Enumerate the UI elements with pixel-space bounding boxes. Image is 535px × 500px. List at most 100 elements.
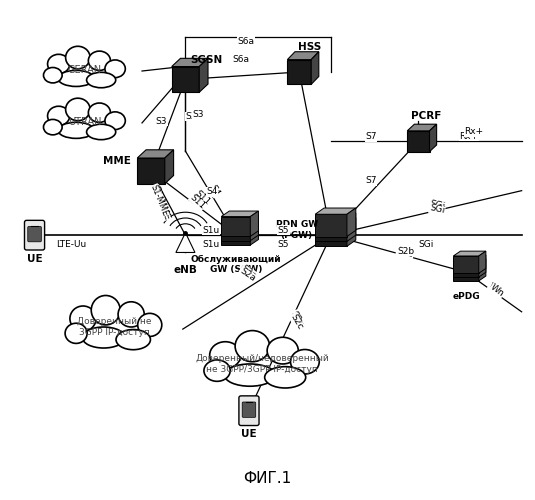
Text: eNB: eNB bbox=[173, 265, 197, 275]
Ellipse shape bbox=[66, 98, 90, 120]
Polygon shape bbox=[315, 218, 356, 224]
Polygon shape bbox=[250, 220, 258, 245]
Ellipse shape bbox=[267, 338, 299, 364]
Polygon shape bbox=[221, 221, 250, 240]
Polygon shape bbox=[407, 131, 430, 152]
Polygon shape bbox=[221, 216, 250, 236]
Polygon shape bbox=[287, 52, 319, 60]
Ellipse shape bbox=[204, 360, 230, 382]
Text: S2a: S2a bbox=[238, 266, 257, 283]
Polygon shape bbox=[221, 226, 250, 245]
Text: MME: MME bbox=[103, 156, 131, 166]
Polygon shape bbox=[347, 218, 356, 246]
Polygon shape bbox=[250, 216, 258, 240]
Text: UE: UE bbox=[241, 430, 257, 440]
Polygon shape bbox=[315, 219, 347, 242]
Ellipse shape bbox=[105, 60, 125, 78]
Text: S2b: S2b bbox=[396, 246, 415, 259]
Polygon shape bbox=[250, 211, 258, 236]
Text: S11: S11 bbox=[194, 189, 212, 207]
Text: S6a: S6a bbox=[238, 37, 255, 46]
FancyBboxPatch shape bbox=[239, 396, 259, 426]
Polygon shape bbox=[453, 255, 486, 260]
Text: S3: S3 bbox=[185, 112, 196, 121]
Polygon shape bbox=[221, 220, 258, 226]
Polygon shape bbox=[453, 259, 486, 264]
Polygon shape bbox=[453, 256, 479, 274]
Text: S4: S4 bbox=[206, 187, 218, 196]
Text: Обслуживающий
GW (SGW): Обслуживающий GW (SGW) bbox=[190, 255, 281, 274]
Ellipse shape bbox=[87, 72, 116, 88]
Polygon shape bbox=[347, 213, 356, 242]
Ellipse shape bbox=[91, 296, 120, 325]
Text: S11: S11 bbox=[188, 193, 207, 211]
Polygon shape bbox=[221, 211, 258, 216]
Text: ФИГ.1: ФИГ.1 bbox=[243, 471, 292, 486]
Ellipse shape bbox=[43, 68, 62, 83]
Text: Wn: Wn bbox=[489, 282, 506, 298]
FancyBboxPatch shape bbox=[25, 220, 44, 250]
Polygon shape bbox=[199, 58, 208, 92]
Text: S5: S5 bbox=[278, 240, 289, 249]
Polygon shape bbox=[137, 158, 165, 184]
FancyBboxPatch shape bbox=[242, 402, 256, 417]
Text: S1-MME: S1-MME bbox=[150, 184, 171, 222]
Text: S3: S3 bbox=[156, 117, 167, 126]
Ellipse shape bbox=[88, 51, 110, 70]
Ellipse shape bbox=[265, 366, 305, 388]
Polygon shape bbox=[137, 150, 173, 158]
Text: HSS: HSS bbox=[298, 42, 322, 52]
Ellipse shape bbox=[116, 330, 150, 349]
Ellipse shape bbox=[88, 103, 110, 122]
Ellipse shape bbox=[66, 46, 90, 69]
Polygon shape bbox=[172, 66, 199, 92]
Text: Доверенный не
3GPP IP-доступ: Доверенный не 3GPP IP-доступ bbox=[77, 318, 151, 336]
Ellipse shape bbox=[118, 302, 144, 327]
Ellipse shape bbox=[48, 54, 70, 74]
Polygon shape bbox=[347, 208, 356, 236]
Text: S1-MME: S1-MME bbox=[149, 184, 170, 218]
Polygon shape bbox=[453, 251, 486, 256]
Polygon shape bbox=[315, 224, 347, 246]
FancyBboxPatch shape bbox=[28, 226, 41, 242]
Ellipse shape bbox=[137, 314, 162, 336]
Text: S2a: S2a bbox=[240, 264, 258, 281]
Text: Rx+: Rx+ bbox=[464, 128, 484, 136]
Ellipse shape bbox=[82, 327, 125, 348]
Ellipse shape bbox=[225, 364, 276, 386]
Polygon shape bbox=[315, 208, 356, 214]
Text: S4: S4 bbox=[208, 184, 221, 198]
Text: Rx+: Rx+ bbox=[459, 132, 478, 141]
Text: SGi: SGi bbox=[429, 200, 445, 211]
Text: S5: S5 bbox=[278, 226, 289, 234]
Text: SGi: SGi bbox=[419, 240, 434, 249]
Ellipse shape bbox=[210, 342, 241, 368]
Text: S1u: S1u bbox=[202, 240, 219, 249]
Text: S3: S3 bbox=[192, 110, 204, 118]
Ellipse shape bbox=[291, 350, 319, 374]
Text: S2b: S2b bbox=[398, 247, 415, 256]
Text: S7: S7 bbox=[365, 132, 377, 141]
Text: SGi: SGi bbox=[429, 204, 445, 216]
Ellipse shape bbox=[105, 112, 125, 130]
Polygon shape bbox=[315, 213, 356, 219]
Text: GERAN: GERAN bbox=[68, 66, 102, 76]
Polygon shape bbox=[165, 150, 173, 184]
Text: S2c: S2c bbox=[288, 310, 304, 328]
Text: UTRAN: UTRAN bbox=[68, 118, 102, 128]
Polygon shape bbox=[287, 60, 311, 84]
Polygon shape bbox=[479, 255, 486, 277]
Text: Wn: Wn bbox=[487, 282, 504, 298]
Polygon shape bbox=[176, 232, 195, 252]
Text: S6a: S6a bbox=[233, 55, 249, 64]
Text: ePDG: ePDG bbox=[452, 292, 480, 301]
Polygon shape bbox=[315, 214, 347, 236]
Ellipse shape bbox=[58, 122, 94, 138]
Polygon shape bbox=[479, 259, 486, 281]
Ellipse shape bbox=[58, 70, 94, 86]
Polygon shape bbox=[407, 124, 437, 131]
Polygon shape bbox=[172, 58, 208, 66]
Text: PCRF: PCRF bbox=[411, 112, 441, 122]
Text: UE: UE bbox=[27, 254, 42, 264]
Polygon shape bbox=[453, 260, 479, 277]
